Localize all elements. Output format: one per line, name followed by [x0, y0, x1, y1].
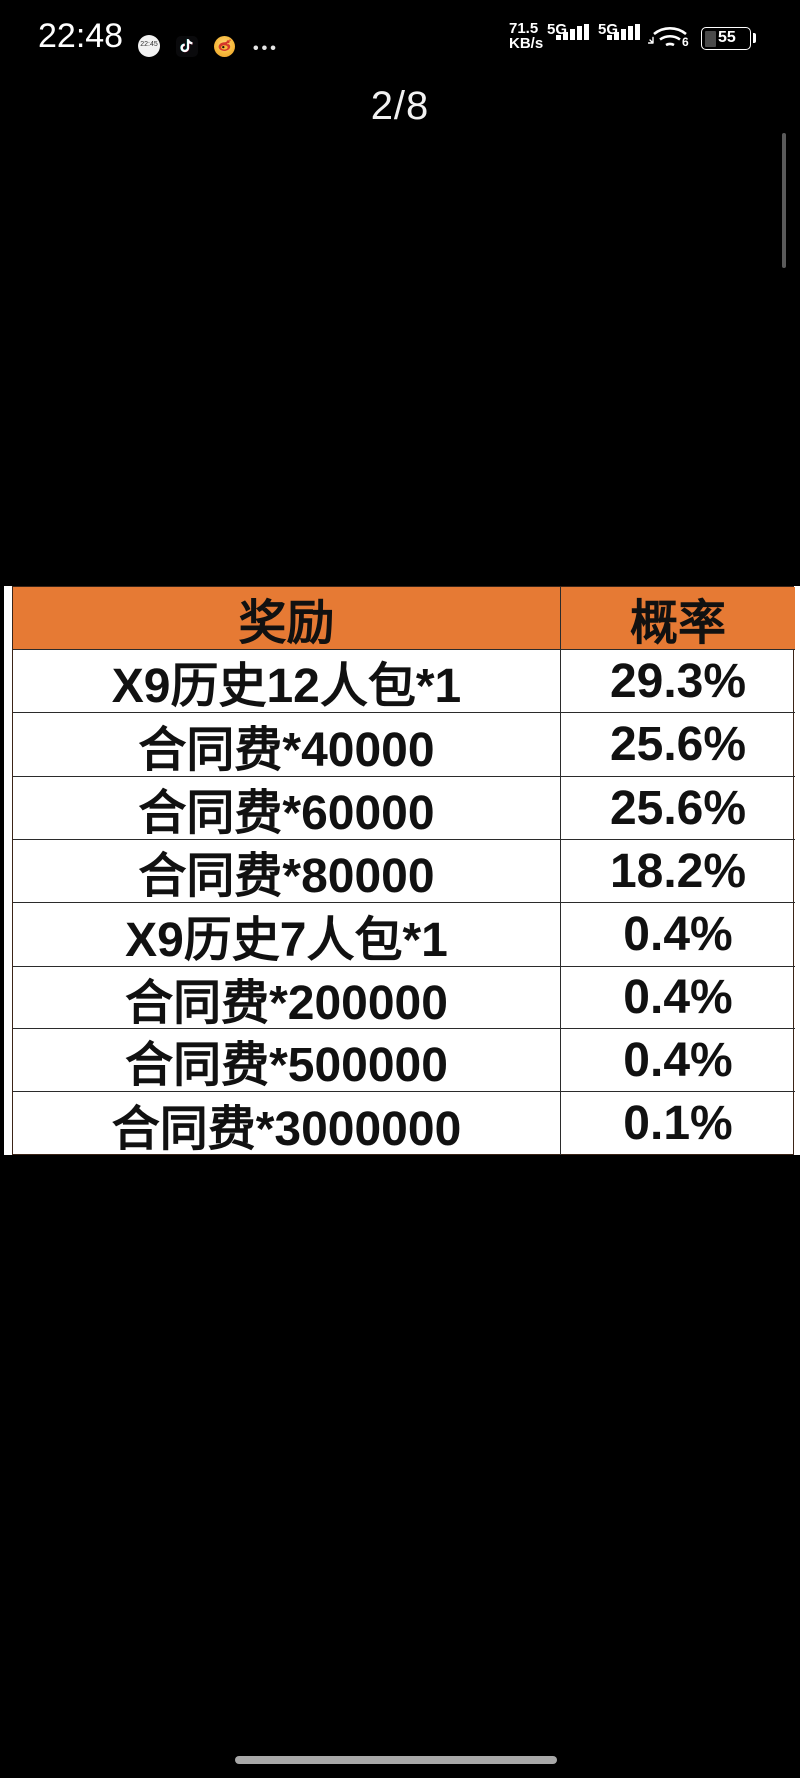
svg-text:6: 6	[682, 35, 689, 46]
